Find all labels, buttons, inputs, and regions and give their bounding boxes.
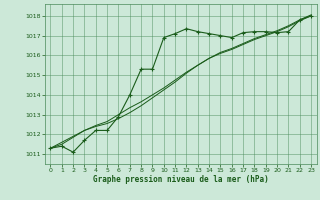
X-axis label: Graphe pression niveau de la mer (hPa): Graphe pression niveau de la mer (hPa) <box>93 175 269 184</box>
